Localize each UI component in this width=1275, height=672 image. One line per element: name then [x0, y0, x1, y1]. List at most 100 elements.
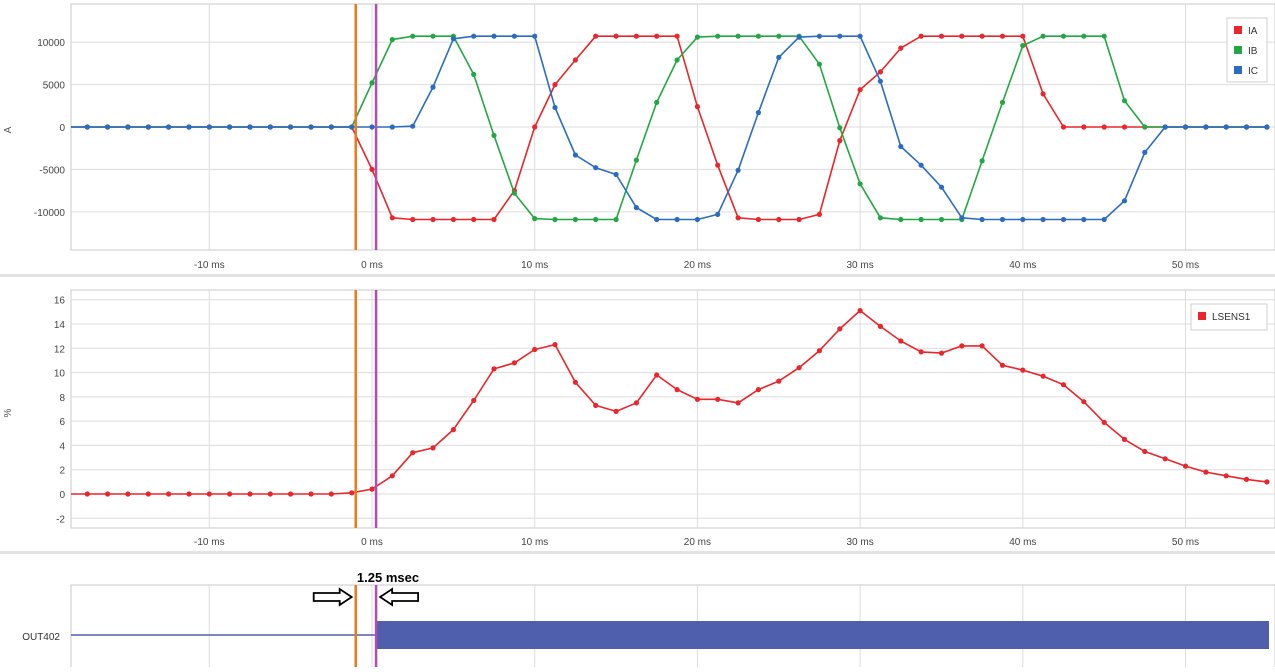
data-point-lsens1: [1264, 479, 1270, 485]
data-point-ia: [979, 33, 985, 39]
data-point-ib: [776, 33, 782, 39]
data-point-lsens1: [776, 378, 782, 384]
data-point-ib: [1081, 33, 1087, 39]
annotation-arrow: [378, 587, 420, 607]
data-point-ia: [816, 211, 823, 217]
data-point-ic: [1020, 216, 1026, 223]
data-point-lsens1: [308, 491, 314, 497]
data-point-ic: [999, 216, 1006, 223]
grid-layer: [71, 4, 1275, 667]
data-point-ic: [938, 184, 945, 190]
data-point-ib: [410, 33, 416, 39]
x-tick-label: 10 ms: [521, 260, 548, 271]
data-point-ib: [877, 215, 884, 221]
data-point-lsens1: [1020, 367, 1026, 373]
data-point-ib: [491, 132, 497, 139]
data-point-lsens1: [755, 387, 762, 393]
data-point-lsens1: [471, 397, 477, 404]
data-point-ib: [715, 33, 721, 39]
data-point-ia: [837, 138, 843, 144]
data-point-ic: [247, 124, 253, 130]
data-point-lsens1: [125, 491, 131, 497]
data-point-lsens1: [1040, 373, 1046, 379]
series-group-1: [64, 33, 1270, 223]
y-tick-label: 10: [54, 369, 66, 380]
y-tick-label: 14: [54, 320, 66, 331]
data-point-ic: [308, 124, 314, 130]
data-point-ic: [288, 124, 294, 130]
data-point-lsens1: [105, 491, 111, 497]
data-point-ib: [694, 34, 701, 40]
y-tick-label: 0: [59, 490, 65, 501]
data-point-lsens1: [654, 372, 660, 378]
data-point-ic: [267, 124, 273, 130]
data-point-ib: [735, 33, 741, 39]
data-point-lsens1: [369, 486, 375, 492]
data-point-lsens1: [1182, 463, 1189, 469]
data-point-ib: [572, 216, 579, 223]
data-point-ic: [84, 124, 90, 130]
data-point-lsens1: [491, 366, 497, 372]
data-point-ic: [796, 34, 802, 40]
x-tick-label: 20 ms: [684, 537, 711, 548]
series-layer: [64, 33, 1270, 649]
data-point-ib: [1121, 98, 1128, 104]
x-tick-label: 10 ms: [521, 537, 548, 548]
legend-box: [1226, 17, 1268, 83]
data-point-ib: [857, 181, 863, 187]
data-point-ic: [572, 152, 579, 158]
series-group-2: [71, 308, 1270, 497]
y-axis-label-percent: %: [3, 408, 14, 417]
data-point-ic: [64, 124, 69, 129]
data-point-ic: [389, 124, 395, 130]
y-tick-label: 6: [59, 417, 65, 428]
x-tick-label: 0 ms: [361, 537, 383, 548]
data-point-ib: [898, 216, 904, 223]
x-tick-label: -10 ms: [194, 260, 225, 271]
data-point-lsens1: [247, 491, 253, 497]
data-point-lsens1: [572, 379, 579, 385]
data-point-lsens1: [1101, 419, 1107, 425]
data-point-lsens1: [694, 396, 701, 402]
data-point-ib: [532, 216, 538, 222]
data-point-ic: [105, 124, 111, 130]
data-point-lsens1: [735, 400, 741, 406]
data-point-ib: [430, 33, 436, 39]
data-point-ia: [1020, 33, 1026, 39]
data-point-ic: [532, 33, 538, 39]
y-axis-label-current: A: [3, 126, 14, 133]
legend-swatch-ia: [1234, 26, 1242, 34]
data-point-ib: [511, 190, 517, 196]
data-point-ic: [654, 216, 660, 223]
data-point-ib: [755, 33, 762, 39]
data-point-lsens1: [1081, 399, 1087, 405]
data-point-ia: [898, 45, 904, 51]
panel-separator: [0, 274, 1275, 277]
data-point-lsens1: [389, 473, 395, 479]
data-point-ic: [410, 123, 416, 129]
data-point-ib: [816, 61, 823, 67]
x-tick-label: 0 ms: [361, 260, 383, 271]
legend-label-ia: IA: [1248, 26, 1258, 37]
y-tick-label: -5000: [39, 165, 65, 176]
data-point-lsens1: [633, 400, 640, 406]
data-point-lsens1: [979, 343, 985, 349]
data-point-ib: [674, 57, 680, 63]
data-point-ib: [938, 216, 945, 223]
data-point-lsens1: [898, 338, 904, 344]
data-point-lsens1: [877, 323, 884, 329]
panels-layer: [0, 3, 1275, 670]
data-point-ia: [918, 33, 924, 39]
data-point-ia: [796, 216, 802, 223]
data-point-ic: [613, 171, 619, 178]
data-point-ia: [491, 216, 497, 223]
data-point-ia: [369, 166, 375, 172]
x-tick-label: 40 ms: [1009, 260, 1036, 271]
data-point-ic: [450, 36, 456, 42]
data-point-ia: [938, 33, 945, 39]
data-point-ic: [1121, 198, 1128, 204]
data-point-ib: [613, 216, 619, 223]
data-point-ib: [979, 158, 985, 164]
data-point-lsens1: [349, 490, 355, 496]
